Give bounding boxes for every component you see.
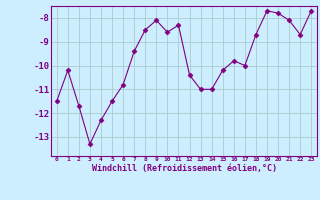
X-axis label: Windchill (Refroidissement éolien,°C): Windchill (Refroidissement éolien,°C)	[92, 164, 276, 173]
